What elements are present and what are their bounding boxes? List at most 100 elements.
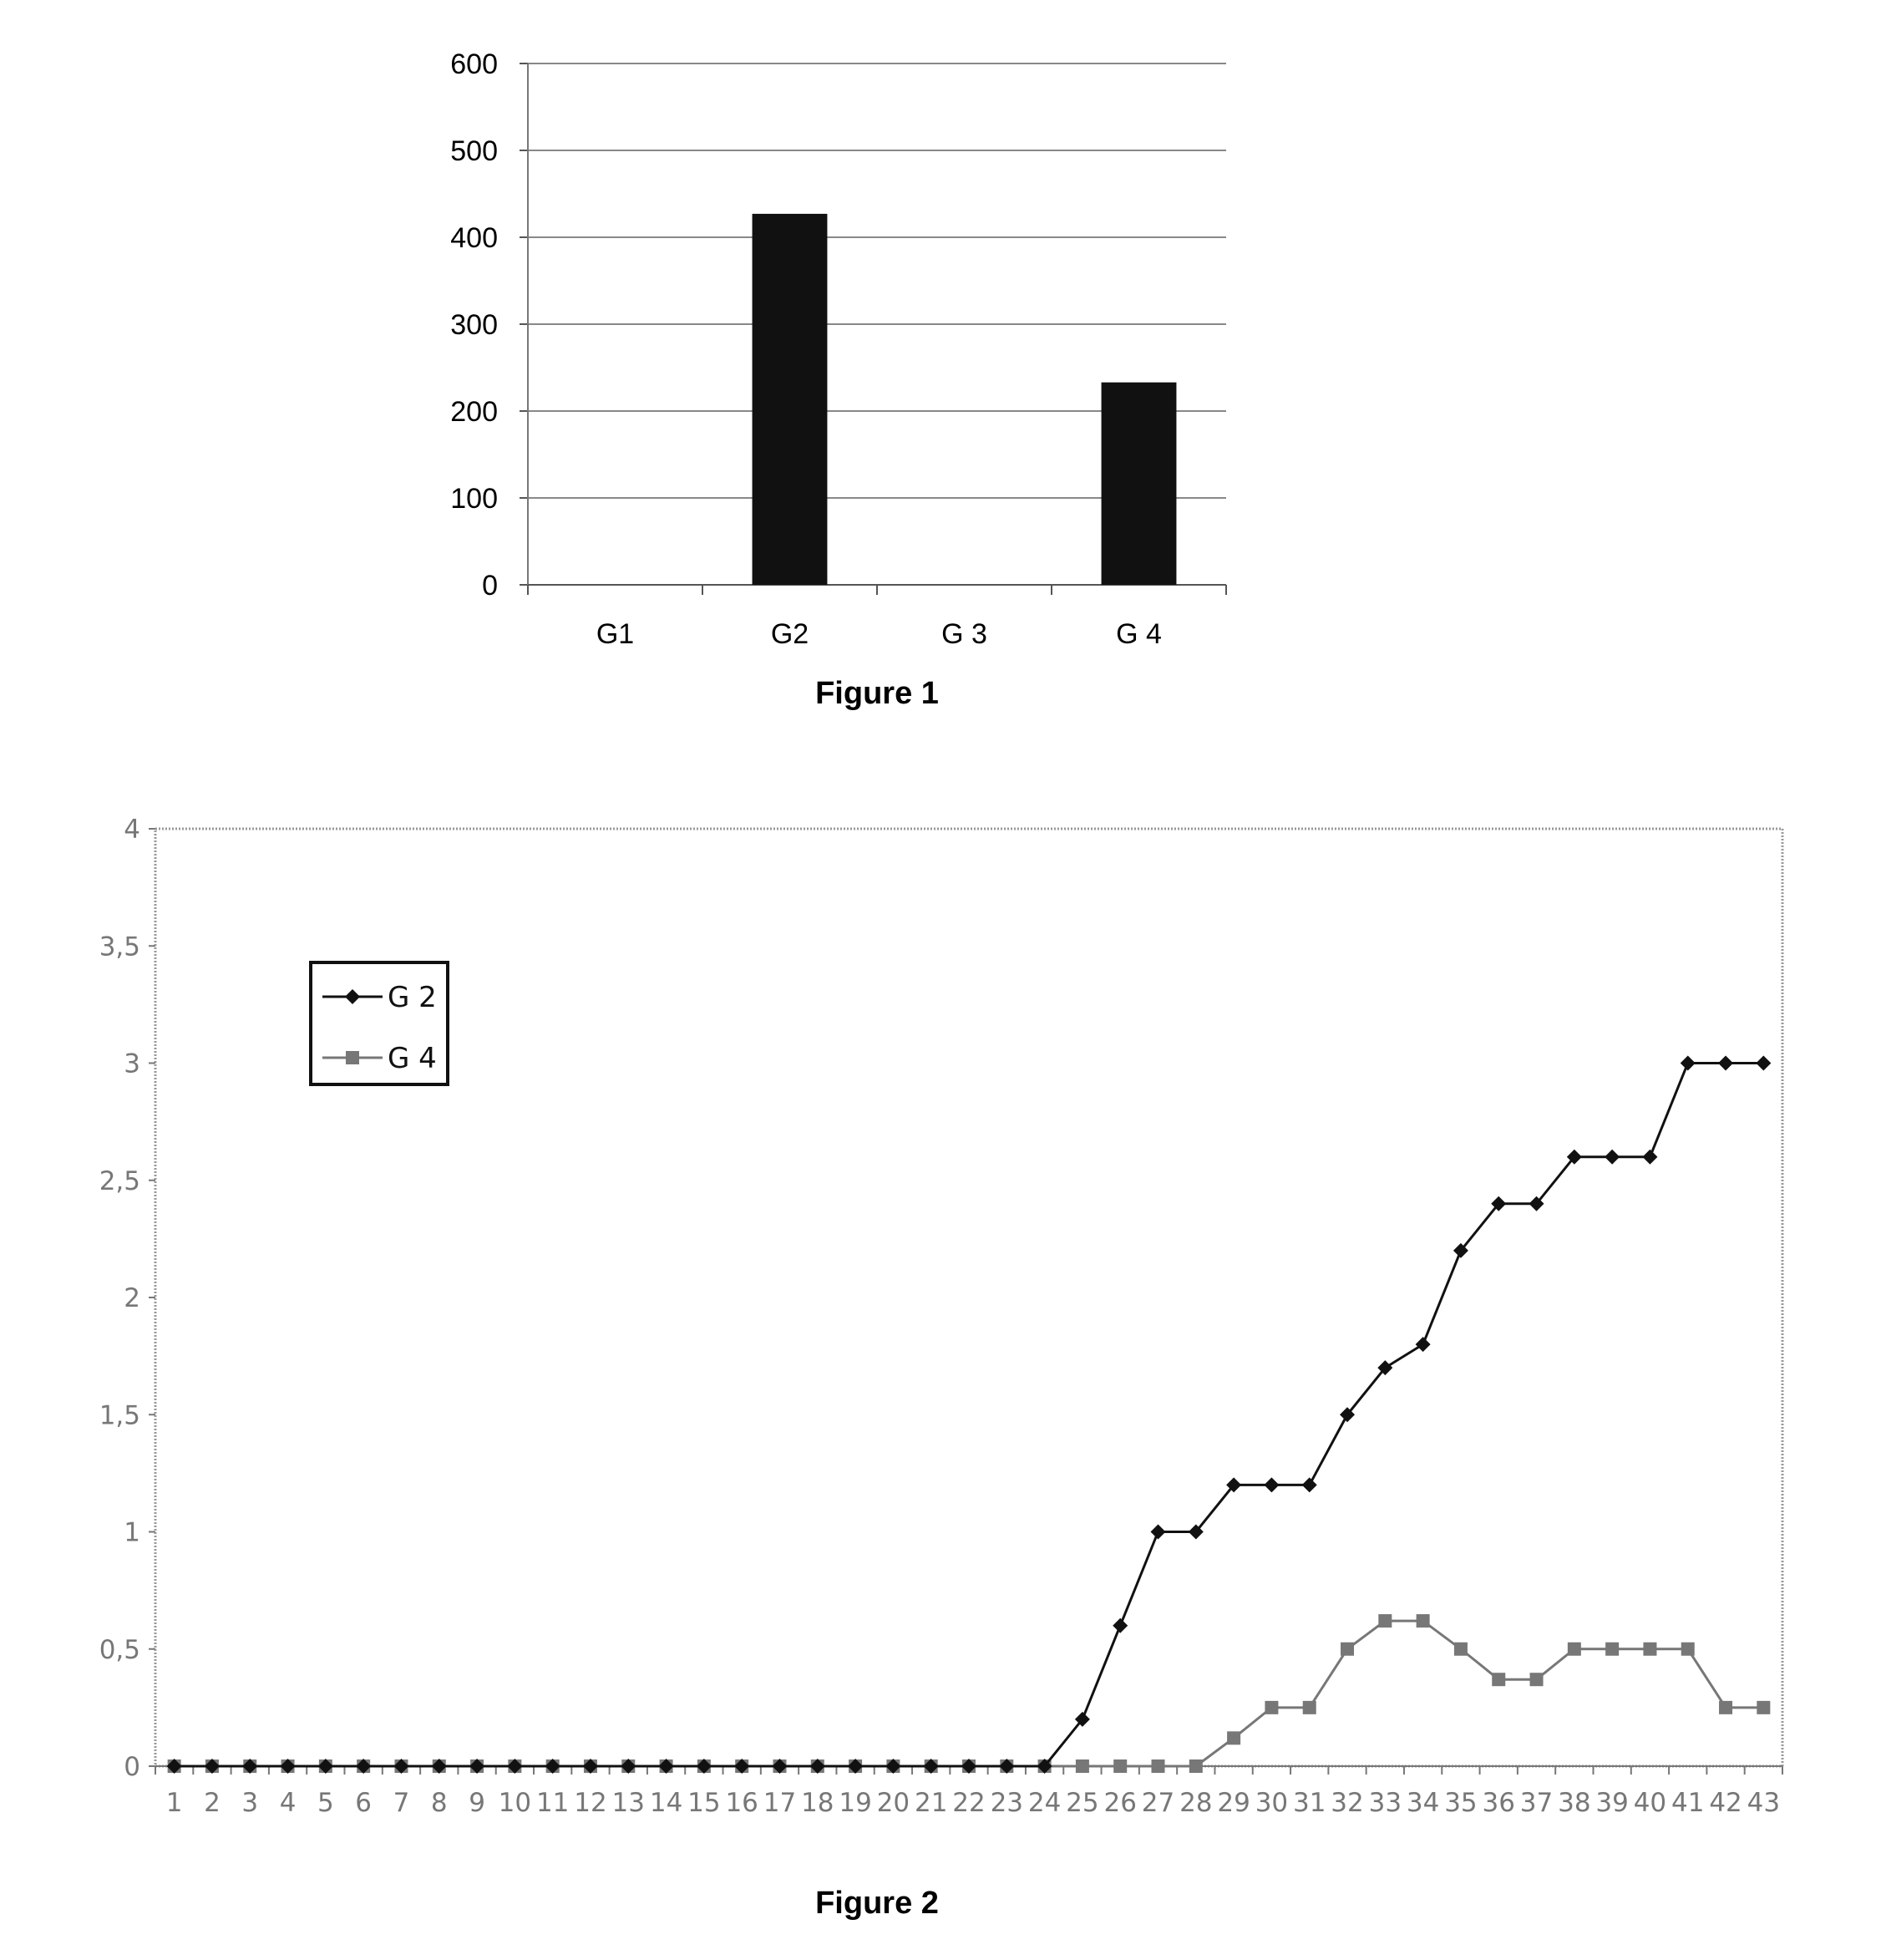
bar-g2 xyxy=(753,214,828,585)
series-g4-point xyxy=(1643,1643,1656,1656)
series-g2-point xyxy=(1264,1477,1279,1492)
series-g4-point xyxy=(1454,1643,1468,1656)
line-chart-x-tick-label: 32 xyxy=(1331,1788,1363,1818)
line-chart-x-tick-label: 7 xyxy=(393,1788,410,1818)
series-g4-point xyxy=(1189,1759,1203,1773)
line-chart-x-tick-label: 27 xyxy=(1142,1788,1174,1818)
series-g4-point xyxy=(1681,1643,1695,1656)
series-g4-point xyxy=(1719,1701,1732,1714)
line-chart-x-tick-label: 40 xyxy=(1634,1788,1666,1818)
series-g4-point xyxy=(1341,1643,1354,1656)
bar-chart-y-tick-label: 0 xyxy=(482,570,498,602)
line-chart-x-tick-label: 25 xyxy=(1066,1788,1098,1818)
line-chart-y-tick-label: 1,5 xyxy=(99,1400,140,1430)
series-g2-point xyxy=(1416,1337,1431,1352)
series-g4-point xyxy=(1227,1731,1240,1744)
bar-chart-category-label: G 4 xyxy=(1116,618,1162,650)
bar-chart-y-tick-label: 500 xyxy=(450,135,498,167)
series-g4-point xyxy=(1076,1759,1089,1773)
line-chart-x-tick-label: 11 xyxy=(536,1788,569,1818)
line-chart-y-tick-label: 2,5 xyxy=(99,1166,140,1196)
line-chart-x-tick-label: 30 xyxy=(1255,1788,1288,1818)
series-g2-point xyxy=(1718,1056,1733,1071)
line-chart-x-tick-label: 22 xyxy=(952,1788,985,1818)
line-chart-x-tick-label: 13 xyxy=(612,1788,645,1818)
series-g4-point xyxy=(1417,1614,1430,1627)
line-chart-x-tick-label: 28 xyxy=(1179,1788,1212,1818)
line-chart-y-tick-label: 4 xyxy=(124,815,140,845)
series-g2-point xyxy=(1113,1618,1128,1633)
line-chart-legend: G 2 G 4 xyxy=(311,962,448,1084)
line-chart-x-tick-label: 23 xyxy=(991,1788,1023,1818)
line-chart-x-tick-label: 43 xyxy=(1747,1788,1780,1818)
series-g4-point xyxy=(1152,1759,1165,1773)
series-g2-point xyxy=(1642,1150,1657,1165)
bar-chart-y-tick-label: 400 xyxy=(450,222,498,254)
line-chart-x-tick-label: 2 xyxy=(204,1788,221,1818)
series-g2-point xyxy=(1681,1056,1696,1071)
bar-chart-category-label: G1 xyxy=(596,618,634,650)
series-g4-point xyxy=(1530,1673,1544,1686)
bar-chart-category-label: G 3 xyxy=(941,618,987,650)
line-chart-x-tick-label: 10 xyxy=(499,1788,531,1818)
figure-2-caption: Figure 2 xyxy=(815,1886,939,1921)
bar-g4 xyxy=(1102,383,1177,585)
legend-g4-marker xyxy=(346,1051,359,1064)
line-chart-x-tick-label: 3 xyxy=(241,1788,258,1818)
series-g4-point xyxy=(1757,1701,1770,1714)
line-chart-x-tick-label: 5 xyxy=(317,1788,334,1818)
line-chart-x-tick-label: 39 xyxy=(1595,1788,1628,1818)
series-g4-point xyxy=(1265,1701,1278,1714)
series-g2-line xyxy=(175,1064,1764,1767)
line-chart-figure-2: 00,511,522,533,5412345678910111213141516… xyxy=(99,815,1782,1818)
line-chart-x-tick-label: 41 xyxy=(1671,1788,1704,1818)
line-chart-y-tick-label: 3,5 xyxy=(99,932,140,962)
bar-chart-y-tick-label: 100 xyxy=(450,483,498,515)
bar-chart-y-tick-label: 200 xyxy=(450,396,498,428)
line-chart-x-tick-label: 37 xyxy=(1520,1788,1553,1818)
line-chart-x-tick-label: 31 xyxy=(1293,1788,1326,1818)
series-g4-point xyxy=(1113,1759,1127,1773)
line-chart-x-tick-label: 24 xyxy=(1028,1788,1061,1818)
line-chart-x-tick-label: 18 xyxy=(801,1788,834,1818)
legend-g4-label: G 4 xyxy=(388,1042,437,1075)
series-g2-point xyxy=(1756,1056,1771,1071)
line-chart-x-tick-label: 35 xyxy=(1444,1788,1477,1818)
series-g4-point xyxy=(1568,1643,1581,1656)
line-chart-x-tick-label: 16 xyxy=(725,1788,758,1818)
figure-1-caption: Figure 1 xyxy=(815,676,939,711)
line-chart-x-tick-label: 19 xyxy=(839,1788,871,1818)
series-g2-point xyxy=(1151,1525,1166,1540)
bar-chart-y-tick-label: 600 xyxy=(450,48,498,80)
series-g2-point xyxy=(1605,1150,1620,1165)
line-chart-x-tick-label: 42 xyxy=(1709,1788,1742,1818)
line-chart-x-tick-label: 6 xyxy=(355,1788,372,1818)
line-chart-x-tick-label: 21 xyxy=(915,1788,947,1818)
line-chart-y-tick-label: 2 xyxy=(124,1283,140,1313)
line-chart-x-tick-label: 17 xyxy=(763,1788,796,1818)
bar-chart-figure-1: 0 100 200 300 400 500 600 G1 G2 G 3 G 4 xyxy=(450,48,1226,650)
line-chart-y-tick-label: 1 xyxy=(124,1518,140,1548)
series-g4-line xyxy=(175,1621,1764,1766)
bar-chart-y-tick-label: 300 xyxy=(450,309,498,341)
series-g4-point xyxy=(1605,1643,1619,1656)
line-chart-x-tick-label: 1 xyxy=(166,1788,183,1818)
line-chart-x-tick-label: 34 xyxy=(1407,1788,1439,1818)
line-chart-y-tick-label: 0 xyxy=(124,1752,140,1782)
series-g4-point xyxy=(1492,1673,1505,1686)
legend-g2-label: G 2 xyxy=(388,981,437,1014)
line-chart-y-tick-label: 3 xyxy=(124,1049,140,1079)
line-chart-x-tick-label: 38 xyxy=(1558,1788,1590,1818)
line-chart-x-tick-label: 29 xyxy=(1217,1788,1250,1818)
series-g4-point xyxy=(1378,1614,1392,1627)
line-chart-x-tick-label: 20 xyxy=(877,1788,910,1818)
line-chart-y-tick-label: 0,5 xyxy=(99,1635,140,1665)
line-chart-x-tick-label: 36 xyxy=(1483,1788,1515,1818)
bar-chart-category-label: G2 xyxy=(771,618,809,650)
line-chart-x-tick-label: 12 xyxy=(574,1788,606,1818)
line-chart-x-tick-label: 8 xyxy=(431,1788,448,1818)
series-g2-point xyxy=(1302,1477,1317,1492)
line-chart-x-tick-label: 15 xyxy=(687,1788,720,1818)
line-chart-x-tick-label: 14 xyxy=(650,1788,682,1818)
